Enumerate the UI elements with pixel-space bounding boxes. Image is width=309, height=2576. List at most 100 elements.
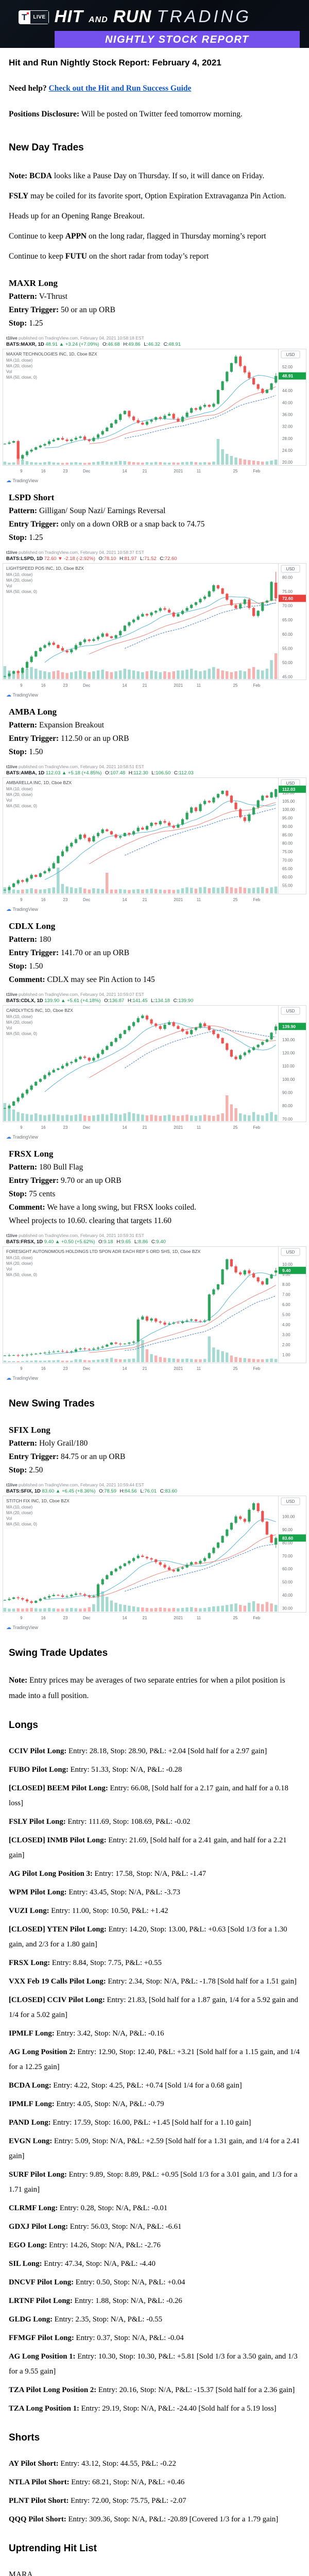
tradingview-cloud-icon: ☁ — [6, 1376, 11, 1381]
svg-text:9: 9 — [20, 469, 23, 473]
long-position-entry: VXX Feb 19 Calls Pilot Long: Entry: 2.34… — [9, 1977, 297, 1986]
ohlc-value: 81.97 — [124, 556, 137, 562]
traderlion-live-logo: T LIVE — [19, 10, 49, 24]
svg-text:11: 11 — [197, 683, 201, 688]
tradingview-chart-cdlx: t1live published on TradingView.com, Feb… — [3, 992, 306, 1141]
ohlc-value: 134.18 — [154, 998, 170, 1004]
svg-text:80.00: 80.00 — [282, 1104, 293, 1108]
ohlc-label: L: — [139, 556, 144, 562]
svg-text:90.00: 90.00 — [282, 1528, 293, 1532]
chart-symbol-line: BATS:LSPD, 1D 72.60 ▼ -2.18 (-2.92%) O:7… — [3, 555, 306, 562]
chart-last-change: 9.40 ▲ +0.50 (+5.62%) — [43, 1239, 95, 1245]
svg-text:USD: USD — [286, 352, 295, 357]
long-position-entry: IPMLF Long: Entry: 3.42, Stop: N/A, P&L:… — [9, 2029, 164, 2038]
day-note: Continue to keep FUTU on the short radar… — [9, 252, 209, 261]
trade-detail-line: Entry Trigger: only on a down ORB or a s… — [9, 520, 205, 529]
chart-last-change: 83.60 ▲ +6.45 (+8.36%) — [40, 1488, 96, 1494]
svg-text:70.00: 70.00 — [282, 1554, 293, 1558]
svg-text:16: 16 — [41, 1125, 46, 1130]
svg-text:Dec: Dec — [83, 897, 90, 902]
svg-text:32.00: 32.00 — [282, 425, 293, 429]
banner-title-run: RUN — [113, 7, 152, 26]
svg-text:105.00: 105.00 — [282, 799, 295, 804]
section-new-swing-trades: New Swing Trades — [9, 1398, 95, 1409]
ohlc-label: C: — [159, 1488, 165, 1494]
svg-text:MA (20, close): MA (20, close) — [6, 792, 32, 797]
svg-text:36.00: 36.00 — [282, 412, 293, 417]
success-guide-link[interactable]: Check out the Hit and Run Success Guide — [48, 84, 192, 93]
trade-title-amba-long: AMBA Long — [9, 707, 57, 717]
page-title: Hit and Run Nightly Stock Report: Februa… — [9, 58, 221, 67]
trade-detail-line: Entry Trigger: 112.50 or an up ORB — [9, 734, 129, 743]
svg-text:Feb: Feb — [253, 897, 260, 902]
svg-text:139.90: 139.90 — [282, 1024, 296, 1029]
trade-title-maxr-long: MAXR Long — [9, 278, 58, 288]
trade-title-frsx-long: FRSX Long — [9, 1149, 54, 1159]
svg-text:14: 14 — [123, 1125, 127, 1130]
svg-text:95.00: 95.00 — [282, 816, 293, 821]
ohlc-value: 76.01 — [144, 1488, 157, 1494]
ohlc-value: 9.65 — [121, 1239, 131, 1245]
svg-text:21: 21 — [143, 469, 147, 473]
ohlc-label: L: — [149, 998, 155, 1004]
ohlc-label: C: — [150, 1239, 157, 1245]
ohlc-label: O: — [101, 342, 108, 347]
ohlc-label: C: — [162, 342, 169, 347]
svg-text:100.00: 100.00 — [282, 807, 295, 812]
svg-text:8.00: 8.00 — [282, 1282, 290, 1287]
trade-detail-line: Entry Trigger: 84.75 or an up ORB — [9, 1452, 126, 1461]
svg-text:130.00: 130.00 — [282, 1038, 295, 1042]
ohlc-label: H: — [126, 998, 133, 1004]
svg-text:USD: USD — [286, 781, 295, 786]
trade-title-lspd-short: LSPD Short — [9, 493, 55, 502]
long-position-entry: WPM Pilot Long: Entry: 43.45, Stop: N/A,… — [9, 1888, 180, 1896]
svg-text:16: 16 — [41, 469, 46, 473]
candlestick-chart-sfix: STITCH FIX INC, 1D, Cboe BZX MA (10, clos… — [3, 1496, 306, 1620]
ohlc-label: O: — [97, 556, 104, 562]
svg-text:10.00: 10.00 — [282, 1262, 293, 1267]
long-position-entry: GDXJ Pilot Long: Entry: 56.03, Stop: N/A… — [9, 2223, 182, 2231]
ohlc-value: 48.91 — [168, 342, 181, 347]
day-note: FSLY may be coiled for its favorite spor… — [9, 192, 286, 200]
svg-text:60.00: 60.00 — [282, 1567, 293, 1571]
ohlc-label: H: — [118, 1488, 125, 1494]
svg-text:9: 9 — [20, 683, 23, 688]
svg-text:30.00: 30.00 — [282, 1606, 293, 1611]
svg-text:1.00: 1.00 — [282, 1352, 290, 1357]
svg-text:MA (50, close, 0): MA (50, close, 0) — [6, 589, 37, 594]
ohlc-label: O: — [97, 1488, 105, 1494]
trade-detail-line: Pattern: Expansion Breakout — [9, 721, 105, 730]
svg-text:3.00: 3.00 — [282, 1332, 290, 1337]
tradingview-attribution: ☁ TradingView — [6, 1376, 38, 1381]
day-note: Continue to keep APPN on the long radar,… — [9, 232, 266, 241]
trade-detail-line: Entry Trigger: 9.70 or an up ORB — [9, 1176, 122, 1185]
svg-text:11: 11 — [197, 1616, 201, 1620]
shorts-list: AY Pilot Short: Entry: 43.12, Stop: 44.5… — [9, 2456, 300, 2527]
ohlc-value: 107.48 — [110, 770, 126, 776]
svg-text:Vol: Vol — [6, 369, 12, 374]
day-trades-container: MAXR Long Pattern: V-Thrust Entry Trigger:… — [3, 277, 306, 1382]
trade-detail-line: Entry Trigger: 141.70 or an up ORB — [9, 948, 130, 957]
ohlc-value: 71.52 — [144, 556, 157, 562]
chart-symbol-line: BATS:FRSX, 1D 9.40 ▲ +0.50 (+5.62%) O:9.… — [3, 1239, 306, 1245]
svg-text:23: 23 — [63, 1616, 68, 1620]
svg-text:80.00: 80.00 — [282, 1540, 293, 1545]
svg-text:21: 21 — [143, 683, 147, 688]
long-position-entry: VUZI Long: Entry: 11.00, Stop: 10.50, P&… — [9, 1907, 168, 1915]
tradingview-chart-lspd: t1live published on TradingView.com, Feb… — [3, 550, 306, 699]
svg-text:25: 25 — [233, 1125, 238, 1130]
svg-text:65.00: 65.00 — [282, 618, 293, 622]
svg-text:14: 14 — [123, 1616, 127, 1620]
banner-main: HIT AND RUN TRADING NIGHTLY STOCK REPORT — [54, 7, 300, 48]
newsletter-banner: T LIVE HIT AND RUN TRADING NIGHTLY STOCK… — [0, 0, 309, 48]
candlestick-chart-frsx: FORESIGHT AUTONOMOUS HOLDINGS LTD SPON A… — [3, 1246, 306, 1371]
svg-text:Feb: Feb — [253, 683, 260, 688]
tradingview-attribution: ☁ TradingView — [6, 907, 38, 912]
banner-title-and: AND — [88, 15, 108, 24]
short-position-entry: NTLA Pilot Short: Entry: 68.21, Stop: N/… — [9, 2478, 185, 2486]
tradingview-chart-amba: t1live published on TradingView.com, Feb… — [3, 764, 306, 913]
chart-symbol-line: BATS:AMBA, 1D 112.03 ▲ +5.18 (+4.85%) O:… — [3, 770, 306, 776]
svg-text:Feb: Feb — [253, 1616, 260, 1620]
